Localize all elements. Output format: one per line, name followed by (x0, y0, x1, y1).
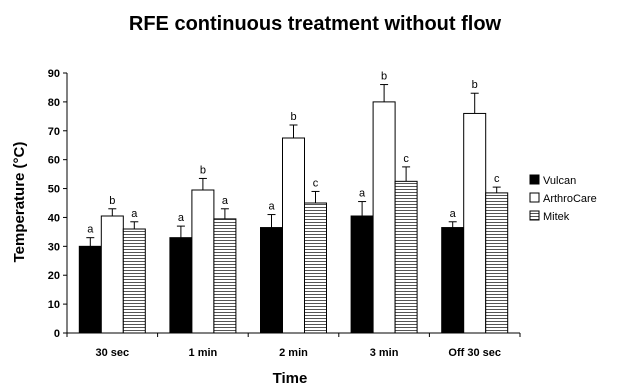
x-tick-label: Off 30 sec (448, 347, 501, 359)
legend-swatch (529, 192, 540, 203)
bar (463, 112, 487, 334)
significance-label: a (450, 208, 457, 220)
legend-label: Vulcan (543, 175, 576, 187)
significance-label: b (290, 111, 296, 123)
bar (282, 137, 305, 334)
y-tick-label: 10 (48, 299, 60, 311)
legend: Vulcan ArthroCare Mitek (529, 174, 597, 223)
bar (441, 227, 465, 334)
bar (78, 245, 102, 334)
significance-label: c (494, 173, 500, 185)
significance-label: b (200, 164, 206, 176)
significance-label: b (472, 79, 478, 91)
bar (169, 237, 193, 334)
y-tick-label: 50 (48, 184, 60, 196)
bar (191, 189, 215, 334)
y-tick-label: 70 (48, 126, 60, 138)
significance-label: a (87, 224, 94, 236)
bar (260, 227, 283, 334)
y-tick-label: 90 (48, 68, 60, 80)
bar (100, 215, 124, 334)
legend-swatch (529, 174, 540, 185)
legend-label: ArthroCare (543, 193, 597, 205)
y-axis: 0 10 20 30 40 50 60 70 80 90 (48, 68, 68, 340)
x-tick-label: 2 min (279, 347, 308, 359)
significance-label: b (109, 195, 115, 207)
bar (304, 202, 327, 334)
bar (350, 215, 374, 334)
y-tick-label: 60 (48, 155, 60, 167)
y-tick-label: 20 (48, 270, 60, 282)
y-tick-label: 30 (48, 241, 60, 253)
y-tick-label: 0 (54, 328, 60, 340)
legend-label: Mitek (543, 211, 570, 223)
significance-label: a (222, 195, 229, 207)
x-tick-label: 3 min (370, 347, 399, 359)
x-axis-title: Time (273, 370, 308, 387)
significance-label: c (403, 153, 409, 165)
x-tick-label: 1 min (189, 347, 218, 359)
bar (485, 192, 509, 334)
significance-label: a (131, 208, 138, 220)
bar (394, 180, 418, 334)
y-tick-label: 80 (48, 97, 60, 109)
significance-label: a (178, 212, 185, 224)
significance-label: c (313, 177, 319, 189)
bar (372, 101, 396, 334)
significance-label: a (359, 188, 366, 200)
x-axis: 30 sec 1 min 2 min 3 min Off 30 sec (66, 332, 521, 359)
bar (213, 218, 237, 334)
bar (122, 228, 146, 334)
bars: a a a a a b b b b b a a c c c (78, 71, 509, 334)
significance-label: a (268, 201, 275, 213)
legend-swatch (529, 210, 540, 221)
chart-title: RFE continuous treatment without flow (129, 13, 502, 35)
x-tick-label: 30 sec (95, 347, 129, 359)
y-tick-label: 40 (48, 212, 60, 224)
y-axis-title: Temperature (°C) (11, 142, 28, 263)
significance-label: b (381, 71, 387, 83)
